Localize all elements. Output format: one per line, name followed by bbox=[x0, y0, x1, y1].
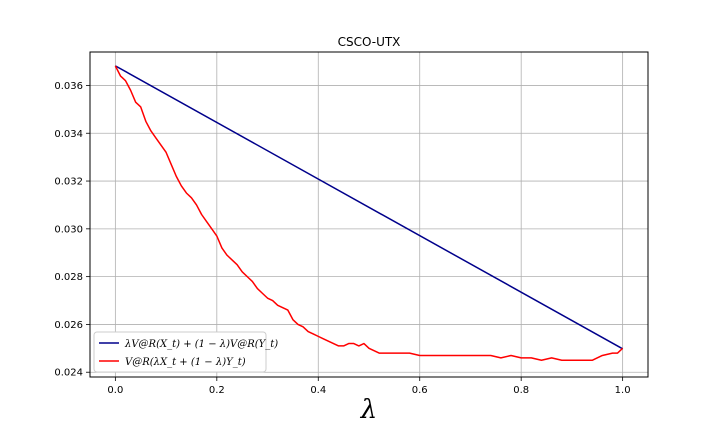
x-tick-label: 0.6 bbox=[412, 385, 428, 396]
y-tick-label: 0.030 bbox=[54, 224, 83, 235]
plot-frame bbox=[89, 51, 649, 378]
y-tick-label: 0.024 bbox=[54, 368, 83, 379]
x-axis: 0.0 0.2 0.4 0.6 0.8 1.0 bbox=[107, 377, 631, 396]
y-tick-label: 0.032 bbox=[54, 177, 83, 188]
grid bbox=[90, 52, 648, 377]
series-line-0 bbox=[114, 65, 624, 350]
x-tick-label: 1.0 bbox=[615, 385, 631, 396]
series-line-1 bbox=[114, 65, 624, 362]
chart-title: CSCO-UTX bbox=[338, 35, 401, 49]
legend-box bbox=[93, 331, 267, 373]
y-axis: 0.024 0.026 0.028 0.030 0.032 0.034 0.036 bbox=[54, 81, 90, 379]
y-tick-label: 0.036 bbox=[54, 81, 83, 92]
y-tick-label: 0.028 bbox=[54, 272, 83, 283]
y-tick-label: 0.026 bbox=[54, 320, 83, 331]
x-tick-label: 0.0 bbox=[107, 385, 123, 396]
series-layer bbox=[114, 65, 624, 362]
x-tick-label: 0.4 bbox=[310, 385, 326, 396]
legend: λV@R(X_t) + (1 − λ)V@R(Y_t) V@R(λX_t + (… bbox=[93, 331, 278, 373]
legend-label-portfolio-sum: λV@R(X_t) + (1 − λ)V@R(Y_t) bbox=[124, 339, 278, 350]
x-tick-label: 0.2 bbox=[209, 385, 225, 396]
legend-label-portfolio-var: V@R(λX_t + (1 − λ)Y_t) bbox=[125, 357, 246, 368]
x-tick-label: 0.8 bbox=[513, 385, 529, 396]
y-tick-label: 0.034 bbox=[54, 129, 83, 140]
x-axis-label: λ bbox=[360, 395, 377, 425]
